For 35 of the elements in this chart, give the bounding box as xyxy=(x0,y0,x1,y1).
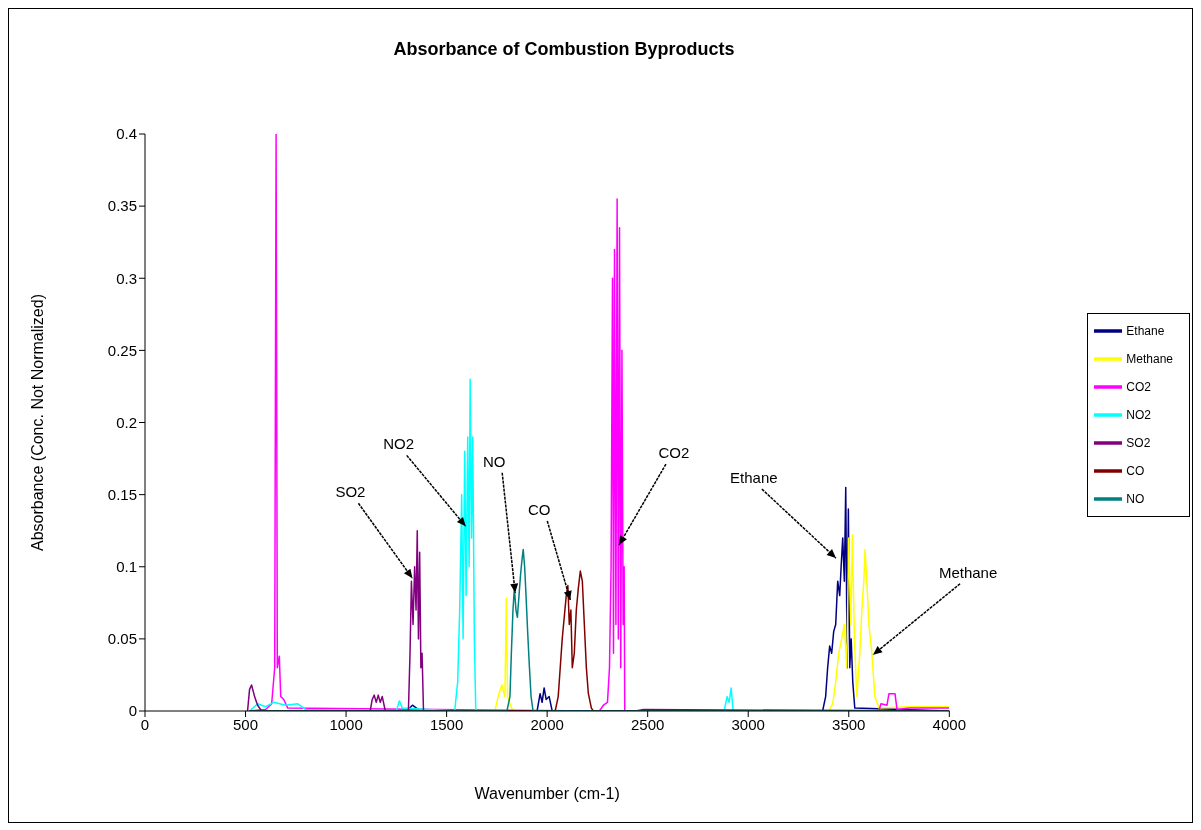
y-tick-label: 0.4 xyxy=(116,125,137,143)
y-tick-label: 0.15 xyxy=(107,485,137,503)
annotation: SO2 xyxy=(335,483,366,501)
legend-label: SO2 xyxy=(1126,435,1151,450)
y-tick-label: 0.2 xyxy=(116,413,137,431)
legend-label: Ethane xyxy=(1126,323,1165,338)
legend-label: Methane xyxy=(1126,351,1173,366)
x-tick-label: 3000 xyxy=(731,715,765,733)
annotation: NO xyxy=(482,452,506,470)
chart-title: Absorbance of Combustion Byproducts xyxy=(392,39,736,60)
x-tick-label: 3500 xyxy=(832,715,866,733)
y-tick-label: 0.35 xyxy=(107,197,137,215)
y-tick-label: 0.25 xyxy=(107,341,137,359)
y-tick-label: 0 xyxy=(128,702,137,720)
annotation: NO2 xyxy=(383,435,415,453)
x-tick-label: 2000 xyxy=(530,715,564,733)
x-tick-label: 1500 xyxy=(429,715,464,733)
legend-label: NO xyxy=(1126,491,1145,506)
y-tick-label: 0.05 xyxy=(107,630,137,648)
legend-label: CO xyxy=(1126,463,1145,478)
x-tick-label: 500 xyxy=(233,715,259,733)
annotation: Methane xyxy=(938,563,998,581)
x-tick-label: 0 xyxy=(140,715,150,733)
legend-label: NO2 xyxy=(1126,407,1151,422)
annotation: Ethane xyxy=(730,469,778,487)
x-tick-label: 1000 xyxy=(329,715,363,733)
annotation: CO xyxy=(528,500,551,518)
annotation: CO2 xyxy=(658,444,690,462)
x-tick-label: 2500 xyxy=(631,715,665,733)
x-tick-label: 4000 xyxy=(932,715,966,733)
y-tick-label: 0.3 xyxy=(116,269,137,287)
legend-label: CO2 xyxy=(1126,379,1151,394)
x-axis-title: Wavenumber (cm-1) xyxy=(474,785,620,802)
y-axis-title: Absorbance (Conc. Not Normalized) xyxy=(28,294,46,551)
y-tick-label: 0.1 xyxy=(116,558,137,576)
